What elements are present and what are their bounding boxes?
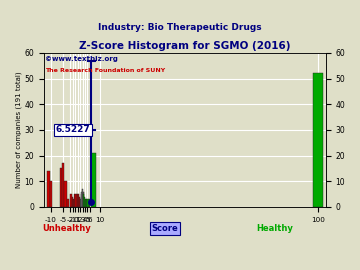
Bar [73,199,74,207]
Bar [85,199,86,207]
Bar [89,199,90,207]
Bar [314,73,323,207]
Text: Unhealthy: Unhealthy [42,224,91,233]
Bar [59,168,62,207]
Bar [64,181,67,207]
Text: Healthy: Healthy [256,224,293,233]
Bar [48,171,50,207]
Bar [72,197,73,207]
Bar [62,163,64,207]
Text: Score: Score [152,224,178,233]
Title: Z-Score Histogram for SGMO (2016): Z-Score Histogram for SGMO (2016) [79,41,291,51]
Bar [87,199,89,207]
Text: 6.5227: 6.5227 [56,125,91,134]
Bar [79,197,80,207]
Bar [82,189,83,207]
Text: The Research Foundation of SUNY: The Research Foundation of SUNY [45,68,165,73]
Bar [50,181,52,207]
Bar [91,153,96,207]
Bar [84,197,85,207]
Bar [82,191,84,207]
Bar [83,194,85,207]
Bar [80,199,81,207]
Bar [81,194,82,207]
Bar [67,199,69,207]
Text: Industry: Bio Therapeutic Drugs: Industry: Bio Therapeutic Drugs [98,23,262,32]
Bar [81,191,82,207]
Bar [78,194,79,207]
Bar [74,194,75,207]
Bar [86,199,87,207]
Bar [75,194,77,207]
Bar [77,194,78,207]
Y-axis label: Number of companies (191 total): Number of companies (191 total) [15,72,22,188]
Text: ©www.textbiz.org: ©www.textbiz.org [45,56,118,62]
Bar [71,194,72,207]
